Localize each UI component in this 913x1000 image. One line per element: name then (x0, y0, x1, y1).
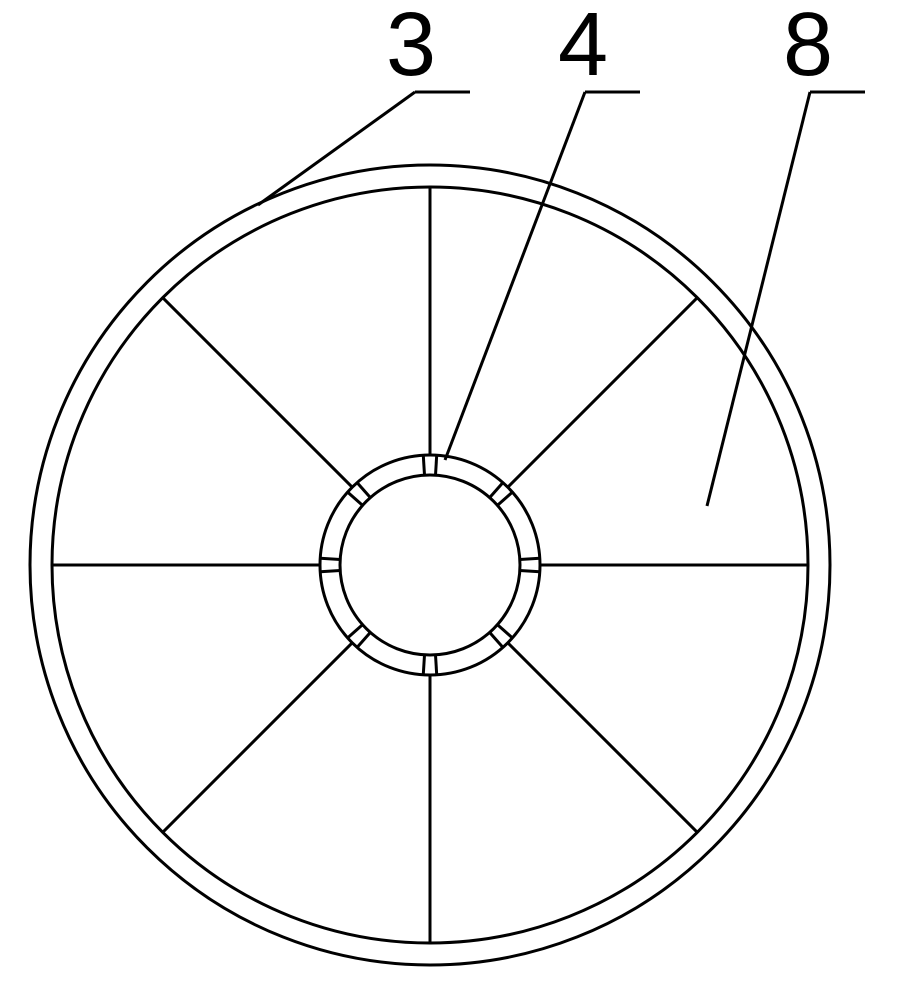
hub-notch-4-1 (320, 558, 340, 559)
spoke-1 (508, 643, 698, 833)
hub-inner (340, 475, 520, 655)
hub-notch-0-0 (520, 558, 540, 559)
callout-leader-4 (445, 92, 585, 460)
hub-notch-6-1 (435, 455, 436, 475)
hub-notch-7-1 (497, 492, 512, 505)
diagram-svg (0, 0, 913, 1000)
hub-notch-5-0 (348, 492, 363, 505)
hub-notch-1-1 (490, 632, 503, 647)
hub-outer (320, 455, 540, 675)
hub-notch-7-0 (490, 483, 503, 498)
spoke-3 (163, 643, 353, 833)
hub-notch-0-1 (520, 570, 540, 571)
spoke-7 (508, 298, 698, 488)
hub-notch-3-1 (348, 625, 363, 638)
hub-notch-2-1 (423, 655, 424, 675)
spoke-5 (163, 298, 353, 488)
hub-notch-1-0 (497, 625, 512, 638)
callout-label-8: 8 (783, 0, 833, 90)
callout-label-4: 4 (558, 0, 608, 90)
callout-label-3: 3 (386, 0, 436, 90)
hub-notch-6-0 (423, 455, 424, 475)
hub-notch-4-0 (320, 570, 340, 571)
hub-notch-5-1 (357, 483, 370, 498)
callout-leader-8 (707, 92, 810, 506)
hub-notch-3-0 (357, 632, 370, 647)
hub-notch-2-0 (435, 655, 436, 675)
diagram-stage: 3 4 8 (0, 0, 913, 1000)
